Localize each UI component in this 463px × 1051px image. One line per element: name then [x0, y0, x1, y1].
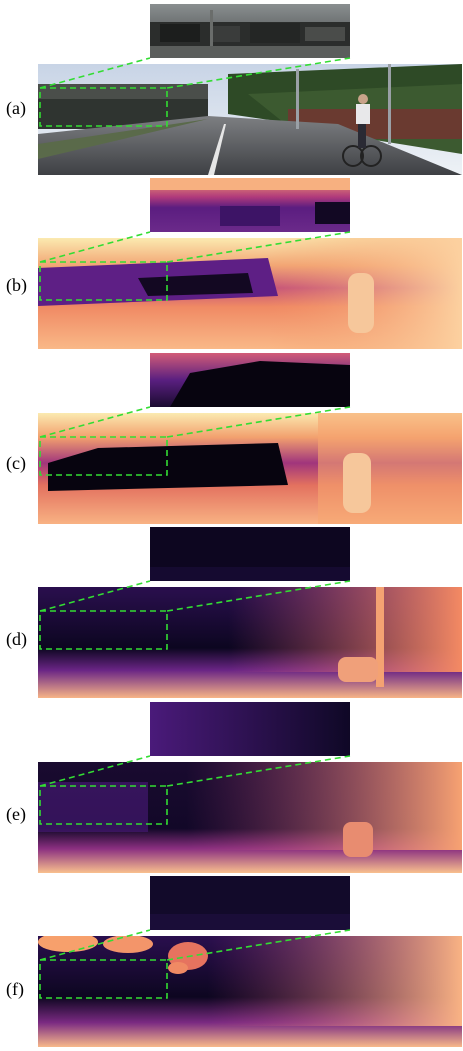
main-image-a [38, 64, 462, 175]
zoom-inset-a [150, 4, 350, 58]
zoom-inset-c [150, 353, 350, 407]
panel-c [0, 353, 463, 528]
panel-b [0, 178, 463, 353]
panel-d-label: (d) [6, 629, 27, 649]
zoom-inset-d [150, 527, 350, 581]
main-depth-c [38, 413, 462, 524]
panel-a [0, 4, 463, 179]
panel-e [0, 702, 463, 877]
panel-b-label: (b) [6, 275, 27, 295]
main-depth-f [38, 936, 462, 1047]
zoom-inset-f [150, 876, 350, 930]
zoom-inset-e [150, 702, 350, 756]
zoom-inset-b [150, 178, 350, 232]
main-depth-d [38, 587, 462, 698]
panel-f-label: (f) [6, 979, 24, 999]
panel-f [0, 876, 463, 1051]
panel-d [0, 527, 463, 702]
panel-e-label: (e) [6, 804, 26, 824]
main-depth-b [38, 238, 462, 349]
main-depth-e [38, 762, 462, 873]
panel-a-label: (a) [6, 98, 26, 118]
panel-c-label: (c) [6, 453, 26, 473]
